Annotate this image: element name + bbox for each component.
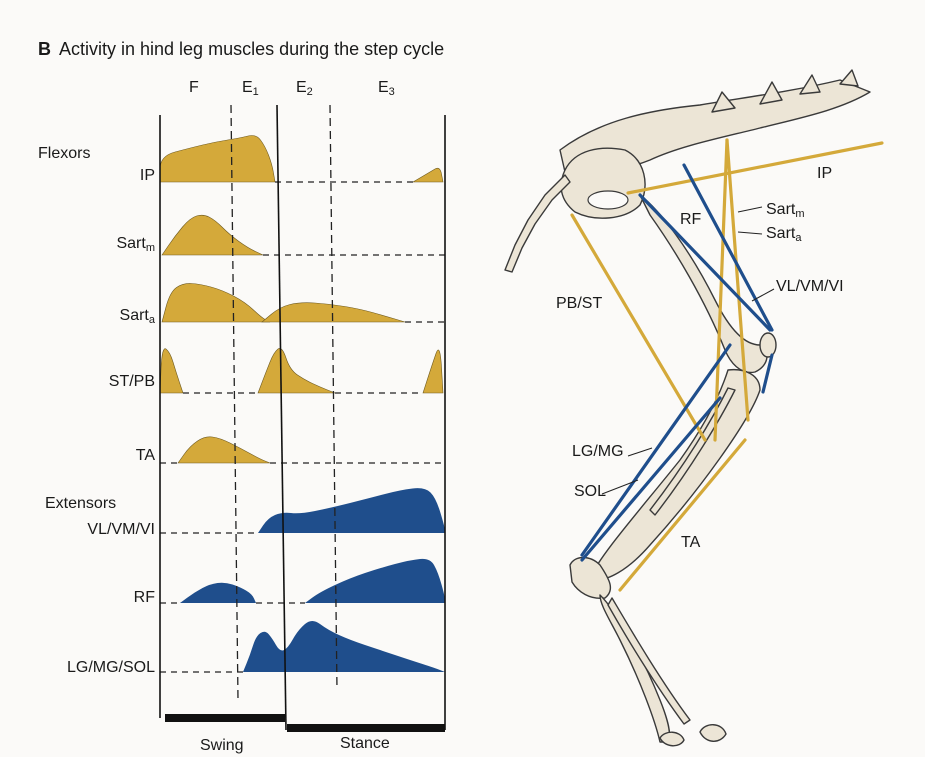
line-sartm bbox=[713, 138, 729, 442]
row-label-vl: VL/VM/VI bbox=[87, 521, 155, 538]
vertebra-processes bbox=[711, 69, 859, 113]
flexors-group-label: Flexors bbox=[38, 145, 91, 162]
line-lgmg bbox=[580, 343, 732, 557]
row-label-rf: RF bbox=[133, 589, 155, 606]
row-label-ta: TA bbox=[135, 447, 155, 464]
emg-burst-11 bbox=[180, 582, 256, 603]
leader-line-4 bbox=[627, 447, 653, 457]
phase-label-e1: E1 bbox=[242, 79, 259, 98]
line-sol bbox=[580, 396, 722, 562]
emg-burst-5 bbox=[261, 302, 406, 323]
figure-title: B Activity in hind leg muscles during the… bbox=[38, 39, 445, 59]
row-label-sartm: Sartm bbox=[116, 235, 155, 254]
toe-bone-1 bbox=[659, 731, 685, 747]
stance-bar bbox=[287, 724, 445, 732]
emg-burst-9 bbox=[177, 436, 271, 464]
line-sarta bbox=[725, 138, 750, 422]
line-vl bbox=[682, 163, 774, 332]
line-ip bbox=[626, 141, 884, 195]
extensors-group-label: Extensors bbox=[45, 495, 117, 512]
emg-burst-1 bbox=[159, 135, 276, 183]
line-pbst bbox=[570, 213, 707, 442]
leg-label-ta: TA bbox=[681, 534, 701, 551]
leader-line-1 bbox=[737, 206, 763, 213]
leg-label-sarta: Sarta bbox=[766, 225, 802, 244]
leg-label-vl: VL/VM/VI bbox=[776, 278, 844, 295]
tail-bone bbox=[504, 174, 571, 273]
emg-burst-12 bbox=[305, 558, 445, 603]
line-patellar bbox=[761, 353, 774, 394]
leader-line-3 bbox=[751, 288, 775, 302]
emg-burst-6 bbox=[159, 348, 184, 394]
metatarsal-bone bbox=[599, 594, 671, 743]
row-label-ip: IP bbox=[139, 167, 155, 184]
toe-bone-2 bbox=[699, 724, 727, 742]
phase-label-f: F bbox=[189, 79, 199, 96]
emg-burst-8 bbox=[422, 349, 444, 394]
stance-label: Stance bbox=[340, 735, 390, 752]
emg-burst-4 bbox=[161, 283, 271, 323]
leg-label-ip: IP bbox=[817, 165, 833, 182]
row-label-lgmgsol: LG/MG/SOL bbox=[66, 659, 155, 676]
leg-label-rf: RF bbox=[680, 211, 702, 228]
metatarsal-bone-2 bbox=[607, 597, 691, 725]
phase-label-e3: E3 bbox=[378, 79, 395, 98]
emg-burst-13 bbox=[243, 621, 445, 672]
tibia-bone bbox=[589, 368, 761, 581]
emg-burst-10 bbox=[258, 488, 445, 533]
swing-stance-divider bbox=[276, 104, 287, 731]
spine-bone bbox=[559, 79, 871, 174]
phase-divider-f-e1 bbox=[230, 104, 239, 701]
femur-bone bbox=[639, 194, 768, 374]
emg-frame bbox=[159, 104, 446, 732]
emg-burst-3 bbox=[161, 214, 264, 256]
leader-line-2 bbox=[737, 231, 763, 235]
hind-leg-diagram bbox=[504, 69, 884, 747]
emg-burst-2 bbox=[411, 167, 444, 183]
swing-label: Swing bbox=[200, 737, 244, 754]
row-label-stpb: ST/PB bbox=[108, 373, 155, 390]
emg-traces bbox=[159, 135, 445, 672]
obturator-foramen bbox=[587, 190, 629, 210]
leg-label-lgmg: LG/MG bbox=[572, 443, 624, 460]
leg-label-pbst: PB/ST bbox=[556, 295, 603, 312]
patella-bone bbox=[759, 332, 777, 358]
row-label-sarta: Sarta bbox=[119, 307, 155, 326]
line-rf bbox=[638, 193, 772, 332]
leg-label-sol: SOL bbox=[574, 483, 607, 500]
leg-label-sartm: Sartm bbox=[766, 201, 805, 220]
phase-divider-e2-e3 bbox=[329, 104, 338, 691]
emg-burst-7 bbox=[257, 348, 336, 394]
leader-line-5 bbox=[601, 479, 639, 495]
phase-label-e2: E2 bbox=[296, 79, 313, 98]
swing-bar bbox=[165, 714, 285, 722]
line-ta bbox=[618, 438, 747, 592]
